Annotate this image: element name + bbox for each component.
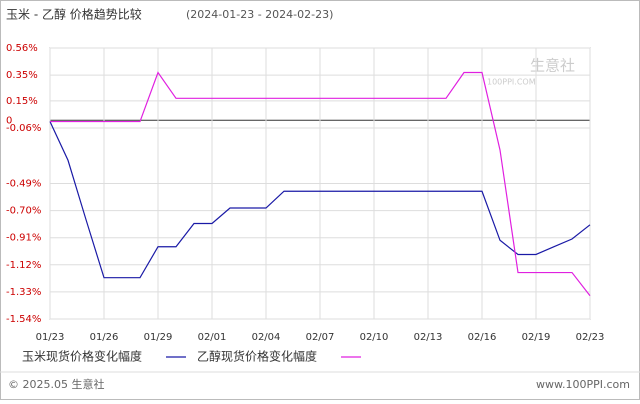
x-tick-label: 01/23: [36, 332, 65, 343]
series-line: [49, 121, 591, 279]
legend-label: 玉米现货价格变化幅度: [22, 349, 142, 364]
x-tick-label: 01/29: [144, 332, 173, 343]
y-tick-label: 0: [6, 115, 12, 126]
y-tick-label: 0.56%: [6, 43, 38, 54]
watermark: 生意社: [530, 57, 575, 75]
series-line: [50, 71, 591, 297]
x-tick-label: 02/10: [360, 332, 389, 343]
chart-title: 玉米 - 乙醇 价格趋势比较: [6, 7, 142, 22]
y-tick-label: -0.91%: [6, 233, 41, 244]
y-tick-label: -1.33%: [6, 287, 41, 298]
footer-left: © 2025.05 生意社: [8, 377, 104, 391]
y-tick-label: -0.06%: [6, 123, 41, 134]
footer-right: www.100PPI.com: [536, 378, 630, 391]
x-tick-label: 02/16: [468, 332, 497, 343]
y-tick-label: -1.12%: [6, 260, 41, 271]
watermark-url: 100PPI.COM: [487, 78, 536, 87]
x-tick-label: 02/19: [522, 332, 551, 343]
legend-label: 乙醇现货价格变化幅度: [197, 349, 317, 364]
x-tick-label: 02/23: [576, 332, 605, 343]
y-tick-label: -0.70%: [6, 206, 41, 217]
x-tick-label: 02/13: [414, 332, 443, 343]
y-tick-label: -0.49%: [6, 179, 41, 190]
x-tick-label: 02/04: [252, 332, 281, 343]
chart-subtitle: (2024-01-23 - 2024-02-23): [186, 8, 333, 21]
x-tick-label: 01/26: [90, 332, 119, 343]
x-tick-label: 02/07: [306, 332, 335, 343]
y-tick-label: -1.54%: [6, 314, 41, 325]
y-tick-label: 0.15%: [6, 96, 38, 107]
x-tick-label: 02/01: [198, 332, 227, 343]
y-tick-label: 0.35%: [6, 70, 38, 81]
